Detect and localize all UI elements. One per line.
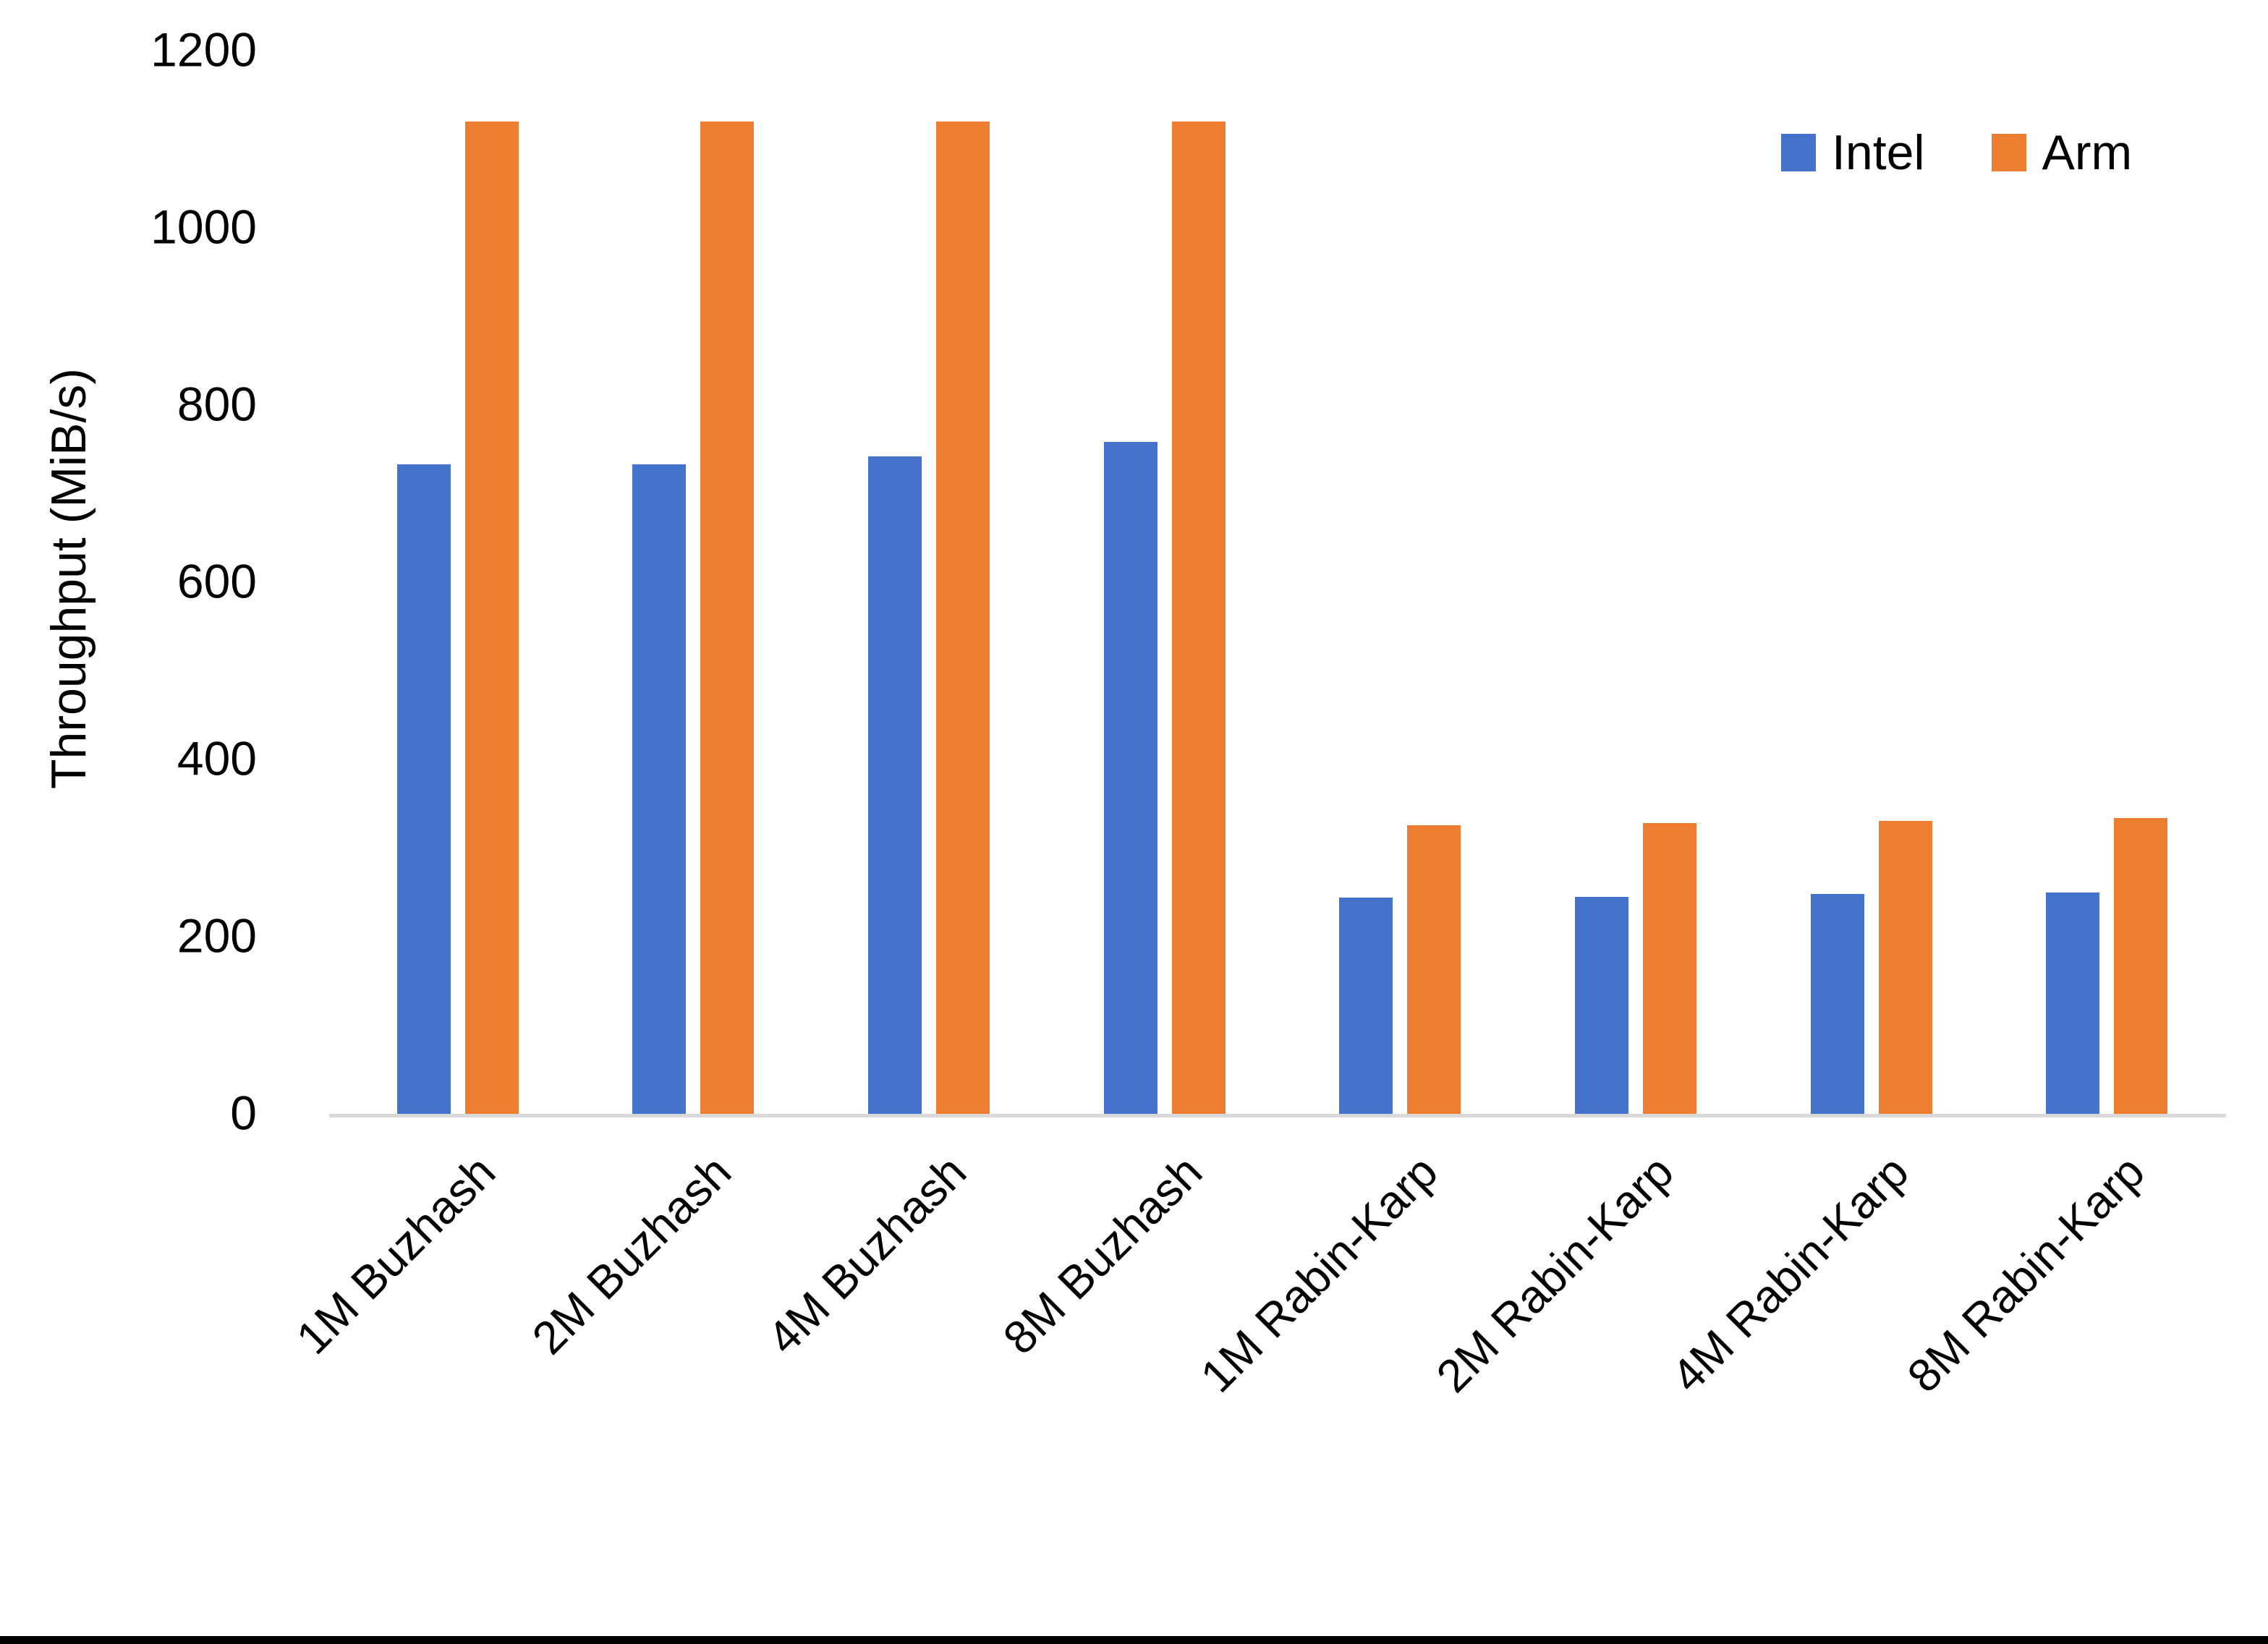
bar-intel-4m-rabin-karp <box>1810 894 1864 1114</box>
y-tick-label-1200: 1200 <box>150 22 257 77</box>
bar-group-8m-buzhash <box>1047 51 1283 1114</box>
bottom-border-bar <box>0 1636 2268 1644</box>
x-label-8m-buzhash: 8M Buzhash <box>993 1145 1212 1365</box>
bar-group-2m-buzhash <box>576 51 812 1114</box>
bar-group-8m-rabin-karp <box>1989 51 2225 1114</box>
bar-group-1m-buzhash <box>340 51 576 1114</box>
bar-arm-1m-rabin-karp <box>1407 825 1461 1114</box>
x-label-4m-rabin-karp: 4M Rabin-Karp <box>1661 1145 1919 1402</box>
y-tick-label-0: 0 <box>230 1086 257 1140</box>
bar-intel-1m-buzhash <box>396 464 451 1114</box>
plot-area <box>340 51 2225 1114</box>
legend-item-intel: Intel <box>1781 124 1925 181</box>
bar-arm-4m-buzhash <box>936 122 990 1114</box>
bar-group-2m-rabin-karp <box>1518 51 1754 1114</box>
x-label-8m-rabin-karp: 8M Rabin-Karp <box>1897 1145 2154 1402</box>
x-axis-category-labels: 1M Buzhash 2M Buzhash 4M Buzhash 8M Buzhash… <box>286 1137 2225 1571</box>
bar-arm-8m-rabin-karp <box>2114 817 2168 1114</box>
bar-arm-1m-buzhash <box>464 122 519 1114</box>
x-label-4m-buzhash: 4M Buzhash <box>757 1145 977 1365</box>
bar-intel-2m-rabin-karp <box>1574 896 1628 1114</box>
bar-group-4m-rabin-karp <box>1754 51 1989 1114</box>
y-tick-label-800: 800 <box>177 377 257 431</box>
bar-intel-2m-buzhash <box>632 464 687 1114</box>
x-label-1m-buzhash: 1M Buzhash <box>286 1145 506 1365</box>
bar-arm-8m-buzhash <box>1171 122 1226 1114</box>
y-tick-label-200: 200 <box>177 908 257 963</box>
x-axis-line <box>329 1114 2226 1117</box>
bar-intel-4m-buzhash <box>868 456 922 1114</box>
legend-item-arm: Arm <box>1991 124 2133 181</box>
bar-group-1m-rabin-karp <box>1283 51 1519 1114</box>
y-tick-label-600: 600 <box>177 554 257 608</box>
legend-label-intel: Intel <box>1832 125 1925 180</box>
legend-swatch-arm <box>1991 134 2026 171</box>
x-label-2m-buzhash: 2M Buzhash <box>522 1145 741 1365</box>
bar-arm-2m-rabin-karp <box>1642 823 1696 1114</box>
legend-label-arm: Arm <box>2042 125 2133 180</box>
x-label-1m-rabin-karp: 1M Rabin-Karp <box>1190 1145 1448 1402</box>
y-tick-label-400: 400 <box>177 731 257 785</box>
bar-intel-1m-rabin-karp <box>1339 898 1393 1114</box>
bar-arm-2m-buzhash <box>700 122 755 1114</box>
legend: Intel Arm <box>1781 124 2132 181</box>
x-label-2m-rabin-karp: 2M Rabin-Karp <box>1426 1145 1683 1402</box>
bar-group-4m-buzhash <box>811 51 1047 1114</box>
bar-intel-8m-buzhash <box>1103 442 1158 1114</box>
y-tick-label-1000: 1000 <box>150 200 257 254</box>
bar-arm-4m-rabin-karp <box>1878 820 1932 1114</box>
bar-intel-8m-rabin-karp <box>2046 892 2100 1114</box>
legend-swatch-intel <box>1781 134 1816 171</box>
